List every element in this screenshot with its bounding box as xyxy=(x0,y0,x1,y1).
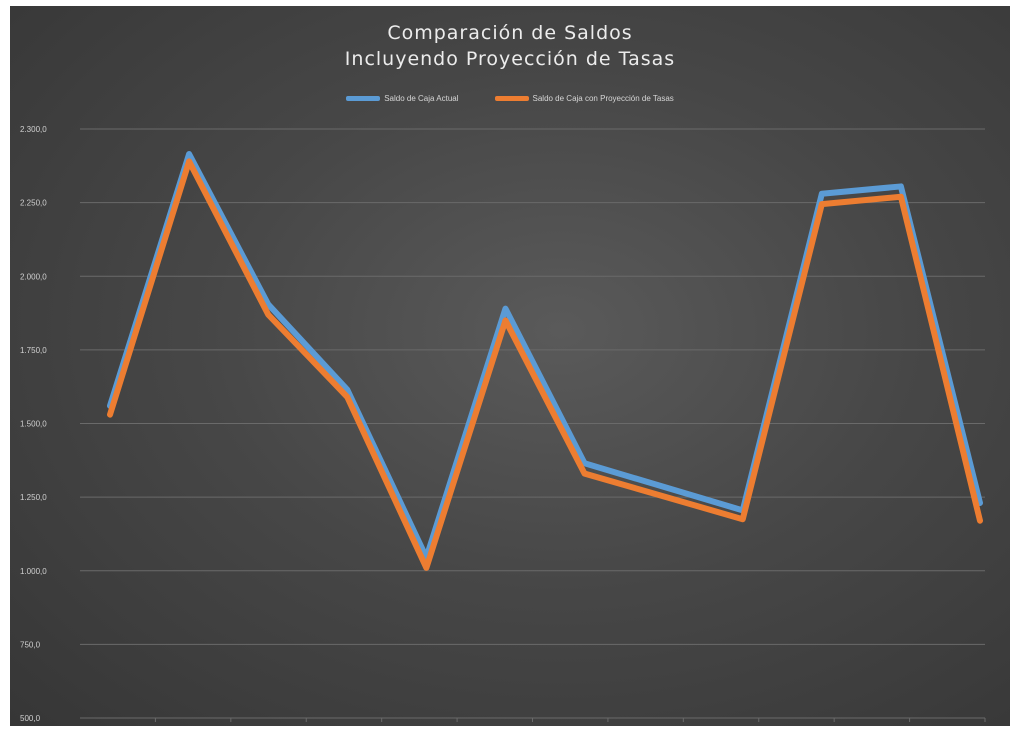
legend-item-actual: Saldo de Caja Actual xyxy=(346,94,459,103)
y-tick-label: 500,0 xyxy=(20,714,41,723)
chart-title-line-2: Incluyendo Proyección de Tasas xyxy=(344,48,676,70)
chart-title-line-1: Comparación de Saldos xyxy=(387,22,633,44)
legend-label-projected: Saldo de Caja con Proyección de Tasas xyxy=(532,94,674,103)
y-tick-label: 1.500,0 xyxy=(20,420,47,429)
y-tick-label: 1.000,0 xyxy=(20,567,47,576)
y-tick-label: 1.250,0 xyxy=(20,493,47,502)
y-tick-label: 2.300,0 xyxy=(20,125,47,134)
series-line-0 xyxy=(107,151,983,561)
legend-label-actual: Saldo de Caja Actual xyxy=(384,94,459,103)
legend-item-projected: Saldo de Caja con Proyección de Tasas xyxy=(494,94,674,103)
y-tick-label: 750,0 xyxy=(20,640,41,649)
chart-area: Comparación de Saldos Incluyendo Proyecc… xyxy=(10,6,1010,726)
series-line-1 xyxy=(107,158,983,571)
legend-swatch-projected xyxy=(494,96,529,101)
y-tick-label: 2.000,0 xyxy=(20,272,47,281)
legend-swatch-actual xyxy=(346,96,381,101)
plot-area: 2.300,0 2.250,0 2.000,0 1.750,0 1.500,0 1.250… xyxy=(20,125,986,723)
y-tick-label: 2.250,0 xyxy=(20,199,47,208)
chart-title: Comparación de Saldos Incluyendo Proyecc… xyxy=(10,20,1010,72)
legend: Saldo de Caja Actual Saldo de Caja con P… xyxy=(10,94,1010,103)
y-tick-label: 1.750,0 xyxy=(20,346,47,355)
